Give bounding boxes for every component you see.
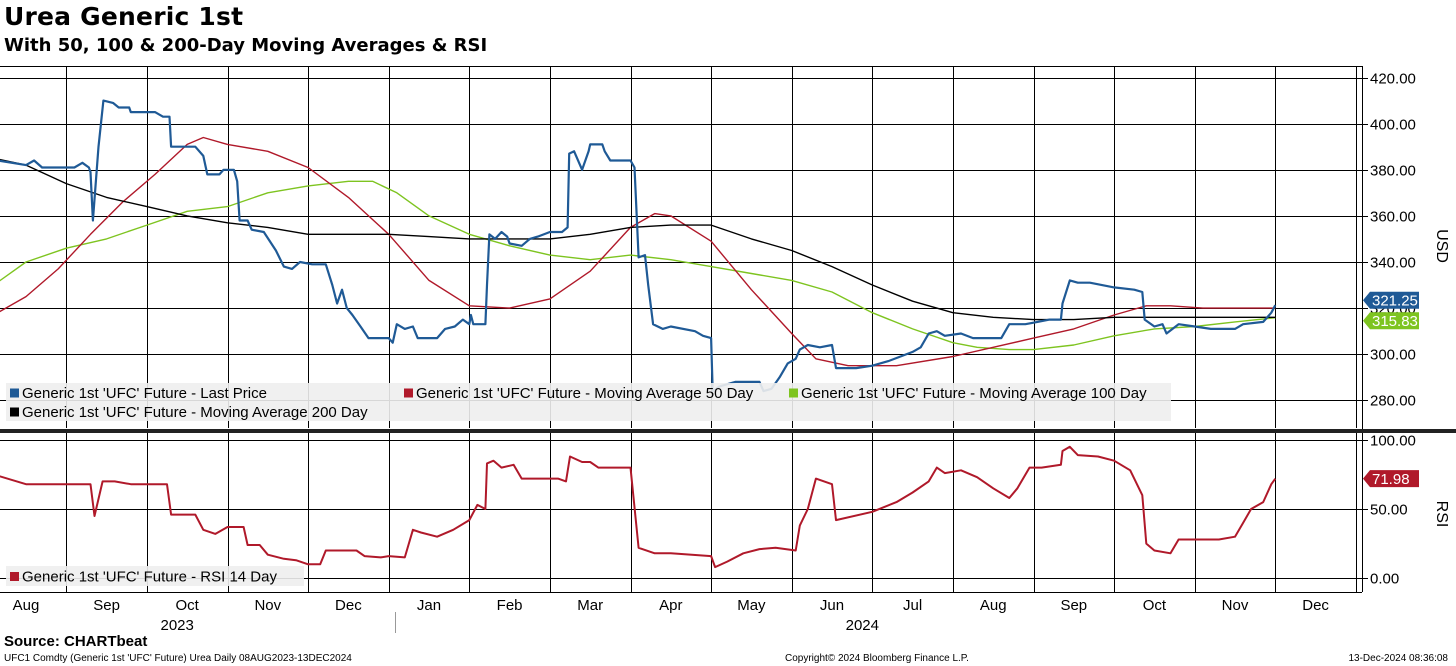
price-ytick-label: 380.00 — [1370, 163, 1416, 180]
price-axis-title: USD — [1433, 229, 1450, 263]
x-tick-label: Mar — [577, 597, 603, 614]
x-year-label: 2023 — [161, 617, 194, 634]
legend-swatch — [10, 407, 19, 417]
legend-swatch — [10, 572, 19, 581]
ma100-value-tag-text: 315.83 — [1372, 313, 1418, 330]
x-tick-label: Jul — [903, 597, 922, 614]
chart-subtitle: With 50, 100 & 200-Day Moving Averages &… — [4, 35, 488, 56]
footer-timestamp: 13-Dec-2024 08:36:08 — [1348, 653, 1448, 664]
x-tick-label: Sep — [93, 597, 120, 614]
x-tick-label: Nov — [1222, 597, 1249, 614]
x-tick-label: Dec — [1302, 597, 1329, 614]
rsi-ytick-label: 100.00 — [1370, 433, 1416, 450]
price-legend-background — [6, 383, 1171, 421]
x-tick-label: Jun — [820, 597, 844, 614]
x-tick-label: May — [737, 597, 766, 614]
rsi-value-tag-shape — [1363, 470, 1419, 488]
x-tick-label: Oct — [1143, 597, 1167, 614]
x-tick-label: Apr — [659, 597, 682, 614]
rsi-legend-background — [6, 566, 304, 586]
panel-separator — [0, 429, 1456, 433]
x-tick-label: Oct — [176, 597, 200, 614]
footer-copyright: Copyright© 2024 Bloomberg Finance L.P. — [785, 653, 969, 664]
x-tick-label: Feb — [497, 597, 523, 614]
x-year-label: 2024 — [846, 617, 879, 634]
price-value-tag-text: 321.25 — [1372, 293, 1418, 310]
price-ytick-label: 400.00 — [1370, 117, 1416, 134]
legend-item-label: Generic 1st 'UFC' Future - Moving Averag… — [801, 385, 1147, 402]
price-ytick-label: 280.00 — [1370, 393, 1416, 410]
legend-swatch — [789, 388, 798, 398]
price-ytick-label: 360.00 — [1370, 209, 1416, 226]
legend-swatch — [404, 388, 413, 398]
source-label: Source: CHARTbeat — [4, 633, 148, 650]
rsi-axis-title: RSI — [1433, 501, 1450, 528]
rsi-ytick-label: 0.00 — [1370, 571, 1399, 588]
rsi-value-tag-text: 71.98 — [1372, 471, 1410, 488]
legend-item-label: Generic 1st 'UFC' Future - Last Price — [22, 385, 267, 402]
x-tick-label: Sep — [1060, 597, 1087, 614]
price-value-tag-shape — [1363, 291, 1419, 309]
price-ytick-label: 340.00 — [1370, 255, 1416, 272]
legend-item-label: Generic 1st 'UFC' Future - Moving Averag… — [416, 385, 754, 402]
series-line-rsi — [0, 445, 1277, 569]
legend-swatch — [10, 388, 19, 398]
x-tick-label: Dec — [335, 597, 362, 614]
x-tick-label: Aug — [980, 597, 1007, 614]
ma100-value-tag-shape — [1363, 312, 1419, 330]
price-ytick-label: 420.00 — [1370, 71, 1416, 88]
price-ytick-label: 300.00 — [1370, 347, 1416, 364]
x-tick-label: Aug — [13, 597, 40, 614]
series-line-ma100 — [0, 180, 1276, 351]
x-tick-label: Jan — [417, 597, 441, 614]
x-tick-label: Nov — [254, 597, 281, 614]
series-line-price — [0, 99, 1277, 393]
legend-item-label: Generic 1st 'UFC' Future - RSI 14 Day — [22, 569, 277, 586]
rsi-ytick-label: 50.00 — [1370, 502, 1408, 519]
legend-item-label: Generic 1st 'UFC' Future - Moving Averag… — [22, 404, 368, 421]
footer-description: UFC1 Comdty (Generic 1st 'UFC' Future) U… — [4, 653, 352, 664]
chart-title: Urea Generic 1st — [4, 2, 244, 31]
